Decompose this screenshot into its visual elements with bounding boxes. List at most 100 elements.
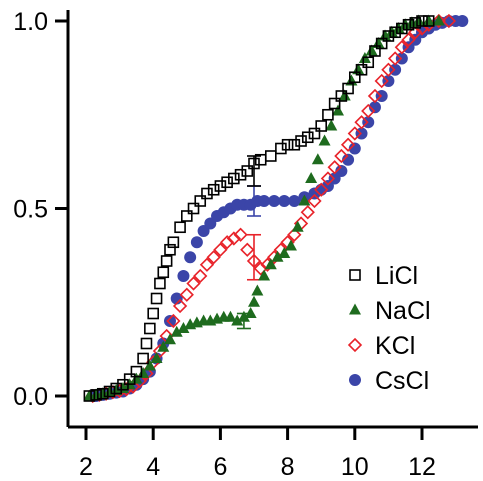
point-kcl-22	[233, 227, 248, 242]
point-nacl-37	[325, 119, 338, 131]
point-nacl-29	[271, 250, 284, 262]
point-licl-19	[181, 210, 193, 222]
point-kcl-18	[206, 250, 221, 265]
point-licl-39	[322, 108, 334, 121]
point-licl-16	[164, 243, 176, 256]
point-licl-17	[167, 236, 180, 249]
error-bar-licl-0	[247, 155, 261, 187]
point-kcl-16	[193, 268, 208, 284]
legend-item-kcl: KCl	[347, 332, 415, 360]
point-kcl-52	[441, 13, 457, 29]
y-tick-label-0: 0.0	[13, 383, 48, 411]
point-licl-37	[308, 127, 321, 140]
legend-label-nacl: NaCl	[375, 297, 431, 325]
point-licl-27	[234, 168, 247, 181]
point-licl-20	[187, 202, 200, 215]
point-kcl-40	[354, 115, 369, 130]
legend-marker-cscl	[349, 374, 361, 386]
point-nacl-14	[177, 322, 190, 333]
point-nacl-36	[318, 134, 331, 146]
point-kcl-25	[253, 261, 268, 276]
point-licl-12	[150, 292, 163, 305]
point-nacl-26	[251, 284, 264, 296]
point-kcl-32	[300, 205, 315, 220]
point-licl-45	[362, 56, 375, 69]
point-licl-22	[201, 187, 213, 200]
x-tick-label-4: 4	[146, 453, 160, 481]
point-licl-10	[144, 322, 156, 335]
point-licl-6	[123, 373, 136, 385]
point-kcl-30	[287, 227, 302, 242]
point-nacl-9	[143, 359, 156, 371]
point-nacl-22	[231, 314, 244, 326]
point-cscl-52	[456, 15, 469, 27]
y-tick-label-2: 1.0	[13, 8, 48, 36]
point-nacl-43	[365, 44, 378, 56]
point-nacl-38	[332, 104, 344, 116]
point-licl-35	[295, 135, 307, 147]
legend-item-licl: LiCl	[349, 262, 418, 290]
point-nacl-32	[291, 220, 304, 232]
point-nacl-7	[130, 372, 143, 384]
point-licl-51	[402, 18, 415, 31]
legend-label-kcl: KCl	[375, 332, 415, 360]
legend-marker-licl	[349, 269, 361, 281]
point-kcl-36	[327, 160, 342, 175]
point-licl-54	[422, 15, 435, 27]
tick-layer: 2 4 6 8 10 12 0.0 0.5 1.0	[13, 8, 436, 481]
point-cscl-34	[335, 165, 348, 177]
point-kcl-33	[307, 193, 322, 209]
legend-label-licl: LiCl	[375, 262, 418, 290]
point-licl-4	[110, 382, 123, 395]
point-licl-33	[281, 138, 294, 151]
point-licl-15	[160, 255, 173, 267]
legend-item-cscl: CsCl	[349, 367, 429, 395]
point-licl-42	[342, 82, 354, 95]
point-nacl-13	[170, 325, 183, 337]
point-cscl-14	[184, 251, 197, 264]
point-licl-24	[214, 180, 227, 192]
point-licl-38	[315, 120, 328, 132]
point-nacl-8	[137, 367, 150, 378]
point-licl-40	[328, 97, 341, 110]
point-kcl-35	[320, 171, 336, 186]
point-kcl-15	[186, 276, 201, 291]
point-nacl-27	[258, 269, 271, 281]
point-licl-14	[157, 266, 170, 279]
point-nacl-51	[422, 14, 435, 26]
point-nacl-23	[237, 310, 250, 322]
legend-label-cscl: CsCl	[375, 367, 429, 395]
point-licl-11	[147, 307, 159, 320]
point-nacl-11	[157, 340, 170, 352]
x-tick-label-10: 10	[341, 453, 369, 481]
point-kcl-17	[199, 257, 215, 272]
point-licl-25	[221, 176, 233, 189]
point-kcl-13	[172, 298, 188, 314]
point-licl-46	[369, 45, 381, 57]
point-kcl-51	[431, 13, 446, 29]
point-kcl-19	[213, 242, 228, 257]
point-cscl-11	[164, 315, 176, 327]
point-licl-21	[194, 195, 207, 207]
point-licl-2	[97, 387, 109, 400]
point-licl-7	[130, 365, 143, 378]
point-licl-13	[154, 277, 166, 290]
point-cscl-27	[278, 195, 291, 207]
point-kcl-47	[401, 32, 416, 47]
point-licl-50	[396, 22, 408, 35]
point-licl-28	[241, 165, 254, 177]
point-nacl-52	[432, 14, 445, 26]
point-kcl-24	[246, 253, 262, 269]
point-licl-1	[90, 389, 102, 401]
point-licl-23	[207, 183, 220, 196]
point-nacl-34	[305, 172, 318, 183]
point-kcl-42	[367, 88, 383, 104]
point-nacl-35	[311, 153, 324, 165]
point-cscl-28	[288, 195, 301, 207]
point-kcl-12	[166, 313, 181, 329]
series-licl	[83, 15, 435, 402]
point-kcl-38	[340, 137, 356, 152]
point-kcl-21	[226, 231, 241, 246]
legend-marker-nacl	[349, 303, 361, 315]
